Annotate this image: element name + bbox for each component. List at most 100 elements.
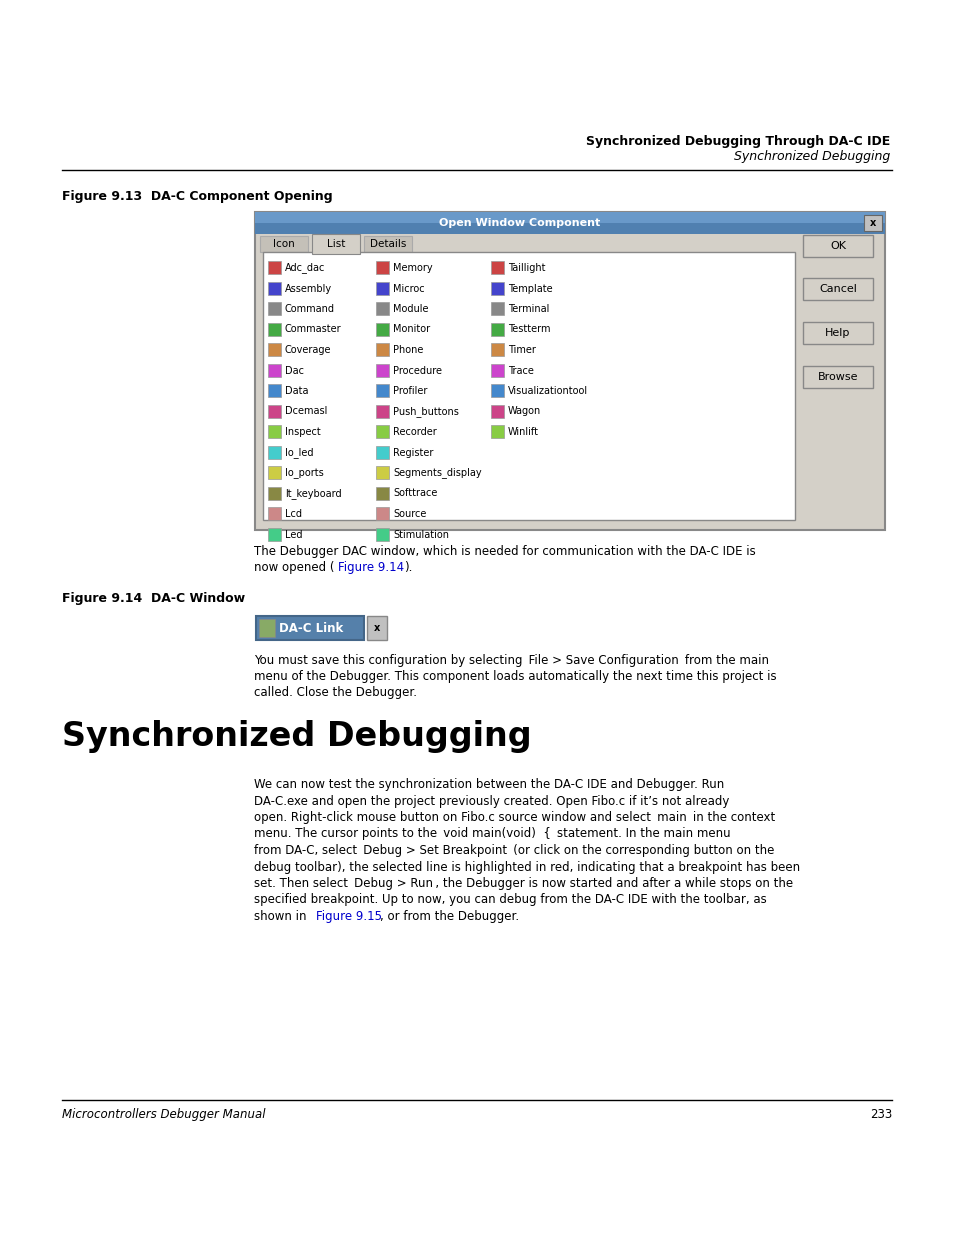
Text: shown in: shown in: [253, 910, 310, 923]
Text: Dac: Dac: [285, 366, 304, 375]
Text: You must save this configuration by selecting  File > Save Configuration  from t: You must save this configuration by sele…: [253, 655, 768, 667]
Bar: [375, 446, 389, 458]
Text: Coverage: Coverage: [285, 345, 331, 354]
Text: The Debugger DAC window, which is needed for communication with the DA-C IDE is: The Debugger DAC window, which is needed…: [253, 545, 755, 558]
Bar: [254, 212, 884, 224]
Text: Figure 9.15: Figure 9.15: [315, 910, 381, 923]
Text: Icon: Icon: [273, 240, 294, 249]
Text: Terminal: Terminal: [507, 304, 549, 314]
Text: Adc_dac: Adc_dac: [285, 263, 325, 273]
Bar: [254, 212, 884, 530]
Text: Source: Source: [393, 509, 426, 519]
Bar: [491, 303, 503, 315]
Text: specified breakpoint. Up to now, you can debug from the DA-C IDE with the toolba: specified breakpoint. Up to now, you can…: [253, 893, 766, 906]
Bar: [375, 343, 389, 356]
Bar: [268, 405, 281, 417]
Text: Led: Led: [285, 530, 302, 540]
Text: DA-C Link: DA-C Link: [278, 622, 343, 636]
Bar: [491, 384, 503, 396]
Text: Cancel: Cancel: [819, 284, 856, 294]
Bar: [375, 425, 389, 438]
Text: Help: Help: [824, 329, 850, 338]
Text: Register: Register: [393, 447, 433, 457]
Text: Phone: Phone: [393, 345, 423, 354]
Bar: [263, 252, 794, 520]
Text: Recorder: Recorder: [393, 427, 436, 437]
Bar: [375, 322, 389, 336]
Bar: [375, 487, 389, 499]
Text: List: List: [327, 240, 345, 249]
Text: Data: Data: [285, 387, 308, 396]
Text: ).: ).: [403, 561, 412, 574]
Bar: [255, 616, 364, 640]
Bar: [254, 212, 884, 233]
Bar: [268, 343, 281, 356]
Bar: [268, 282, 281, 294]
Text: menu of the Debugger. This component loads automatically the next time this proj: menu of the Debugger. This component loa…: [253, 671, 776, 683]
Text: Dcemasl: Dcemasl: [285, 406, 327, 416]
Bar: [802, 322, 872, 345]
Text: Figure 9.13  DA-C Component Opening: Figure 9.13 DA-C Component Opening: [62, 190, 333, 203]
Text: called. Close the Debugger.: called. Close the Debugger.: [253, 685, 416, 699]
Bar: [268, 487, 281, 499]
Text: Profiler: Profiler: [393, 387, 427, 396]
Bar: [367, 616, 387, 640]
Text: Monitor: Monitor: [393, 325, 430, 335]
Text: Memory: Memory: [393, 263, 432, 273]
Bar: [268, 527, 281, 541]
Text: Microc: Microc: [393, 284, 424, 294]
Bar: [491, 343, 503, 356]
Text: now opened (: now opened (: [253, 561, 335, 574]
Bar: [802, 278, 872, 300]
Bar: [375, 363, 389, 377]
Text: x: x: [869, 219, 875, 228]
Text: We can now test the synchronization between the DA-C IDE and Debugger. Run: We can now test the synchronization betw…: [253, 778, 723, 790]
Text: Assembly: Assembly: [285, 284, 332, 294]
Bar: [268, 322, 281, 336]
Text: Push_buttons: Push_buttons: [393, 406, 458, 417]
Text: Template: Template: [507, 284, 552, 294]
Text: x: x: [374, 622, 379, 634]
Bar: [268, 363, 281, 377]
Bar: [375, 282, 389, 294]
Text: lt_keyboard: lt_keyboard: [285, 488, 341, 499]
Bar: [491, 425, 503, 438]
Text: Io_ports: Io_ports: [285, 468, 323, 478]
Text: Lcd: Lcd: [285, 509, 302, 519]
Text: 233: 233: [869, 1108, 891, 1121]
Bar: [491, 282, 503, 294]
Text: Segments_display: Segments_display: [393, 468, 481, 478]
Text: Testterm: Testterm: [507, 325, 550, 335]
Text: Visualizationtool: Visualizationtool: [507, 387, 587, 396]
Text: Browse: Browse: [817, 372, 858, 382]
Text: Synchronized Debugging: Synchronized Debugging: [733, 149, 889, 163]
Text: Winlift: Winlift: [507, 427, 538, 437]
Text: open. Right-click mouse button on Fibo.c source window and select  main  in the : open. Right-click mouse button on Fibo.c…: [253, 811, 775, 824]
Text: Stimulation: Stimulation: [393, 530, 449, 540]
Bar: [258, 619, 274, 637]
Text: Details: Details: [370, 240, 406, 249]
Text: , or from the Debugger.: , or from the Debugger.: [379, 910, 518, 923]
Bar: [491, 322, 503, 336]
Text: DA-C.exe and open the project previously created. Open Fibo.c if it’s not alread: DA-C.exe and open the project previously…: [253, 794, 729, 808]
Bar: [364, 236, 412, 252]
Text: Trace: Trace: [507, 366, 534, 375]
Bar: [312, 233, 359, 254]
Text: Commaster: Commaster: [285, 325, 341, 335]
Text: menu. The cursor points to the  void main(void)  {  statement. In the main menu: menu. The cursor points to the void main…: [253, 827, 730, 841]
Text: Softtrace: Softtrace: [393, 489, 436, 499]
Text: Wagon: Wagon: [507, 406, 540, 416]
Bar: [491, 363, 503, 377]
Bar: [802, 235, 872, 257]
Bar: [491, 405, 503, 417]
Text: debug toolbar), the selected line is highlighted in red, indicating that a break: debug toolbar), the selected line is hig…: [253, 861, 800, 873]
Text: set. Then select  Debug > Run , the Debugger is now started and after a while st: set. Then select Debug > Run , the Debug…: [253, 877, 792, 890]
Bar: [268, 466, 281, 479]
Bar: [268, 303, 281, 315]
Bar: [268, 425, 281, 438]
Text: Microcontrollers Debugger Manual: Microcontrollers Debugger Manual: [62, 1108, 265, 1121]
Text: from DA-C, select  Debug > Set Breakpoint  (or click on the corresponding button: from DA-C, select Debug > Set Breakpoint…: [253, 844, 774, 857]
Text: Command: Command: [285, 304, 335, 314]
Text: Module: Module: [393, 304, 428, 314]
Bar: [260, 236, 308, 252]
